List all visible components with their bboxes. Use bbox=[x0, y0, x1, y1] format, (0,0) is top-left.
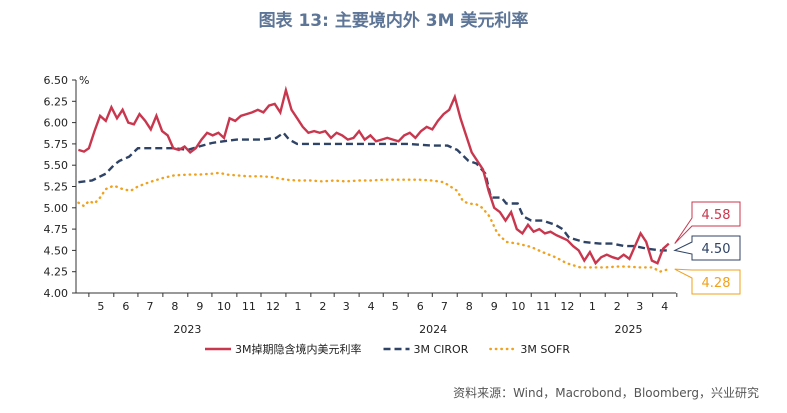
x-tick-label: 3 bbox=[343, 300, 350, 313]
y-tick-label: 4.50 bbox=[44, 244, 69, 257]
y-tick-label: 6.50 bbox=[44, 74, 69, 87]
y-tick-label: 5.50 bbox=[44, 159, 69, 172]
x-tick-label: 1 bbox=[294, 300, 301, 313]
x-tick-label: 5 bbox=[97, 300, 104, 313]
x-tick-label: 6 bbox=[417, 300, 424, 313]
x-tick-label: 9 bbox=[491, 300, 498, 313]
x-tick-label: 12 bbox=[560, 300, 574, 313]
x-tick-label: 11 bbox=[536, 300, 550, 313]
x-tick-label: 7 bbox=[441, 300, 448, 313]
x-tick-label: 10 bbox=[511, 300, 525, 313]
source-note: 资料来源：Wind，Macrobond，Bloomberg，兴业研究 bbox=[453, 386, 759, 400]
year-label: 2024 bbox=[419, 323, 447, 336]
end-value-label: 4.58 bbox=[702, 208, 731, 223]
x-tick-label: 2 bbox=[319, 300, 326, 313]
x-tick-label: 5 bbox=[392, 300, 399, 313]
x-tick-label: 3 bbox=[636, 300, 643, 313]
x-tick-label: 1 bbox=[589, 300, 596, 313]
series-line-2 bbox=[77, 171, 670, 273]
x-tick-label: 12 bbox=[266, 300, 280, 313]
x-tick-label: 7 bbox=[146, 300, 153, 313]
y-tick-label: 4.25 bbox=[44, 266, 69, 279]
series-line-0 bbox=[78, 85, 670, 266]
y-tick-label: 6.00 bbox=[44, 117, 69, 130]
year-label: 2025 bbox=[615, 323, 643, 336]
y-tick-label: 5.75 bbox=[44, 138, 69, 151]
end-value-callout bbox=[673, 235, 741, 261]
series-line-1 bbox=[78, 131, 669, 252]
y-tick-label: 5.00 bbox=[44, 202, 69, 215]
end-value-label: 4.50 bbox=[702, 242, 731, 257]
x-tick-label: 11 bbox=[242, 300, 256, 313]
y-tick-label: 6.25 bbox=[44, 95, 69, 108]
y-tick-label: 4.00 bbox=[44, 287, 69, 300]
x-tick-label: 8 bbox=[466, 300, 473, 313]
end-value-callout bbox=[674, 268, 741, 295]
legend-label: 3M掉期隐含境内美元利率 bbox=[235, 342, 362, 356]
y-tick-label: 5.25 bbox=[44, 181, 69, 194]
end-value-callout bbox=[674, 201, 741, 244]
chart-title: 图表 13: 主要境内外 3M 美元利率 bbox=[258, 11, 529, 31]
legend-label: 3M CIROR bbox=[414, 343, 469, 356]
x-tick-label: 4 bbox=[368, 300, 375, 313]
y-axis-unit: % bbox=[79, 74, 89, 87]
x-tick-label: 6 bbox=[122, 300, 129, 313]
x-tick-label: 8 bbox=[171, 300, 178, 313]
x-tick-label: 4 bbox=[661, 300, 668, 313]
legend-label: 3M SOFR bbox=[520, 343, 570, 356]
x-tick-label: 10 bbox=[217, 300, 231, 313]
end-value-label: 4.28 bbox=[702, 276, 731, 291]
year-label: 2023 bbox=[173, 323, 201, 336]
x-tick-label: 9 bbox=[196, 300, 203, 313]
x-tick-label: 2 bbox=[614, 300, 621, 313]
y-tick-label: 4.75 bbox=[44, 223, 69, 236]
